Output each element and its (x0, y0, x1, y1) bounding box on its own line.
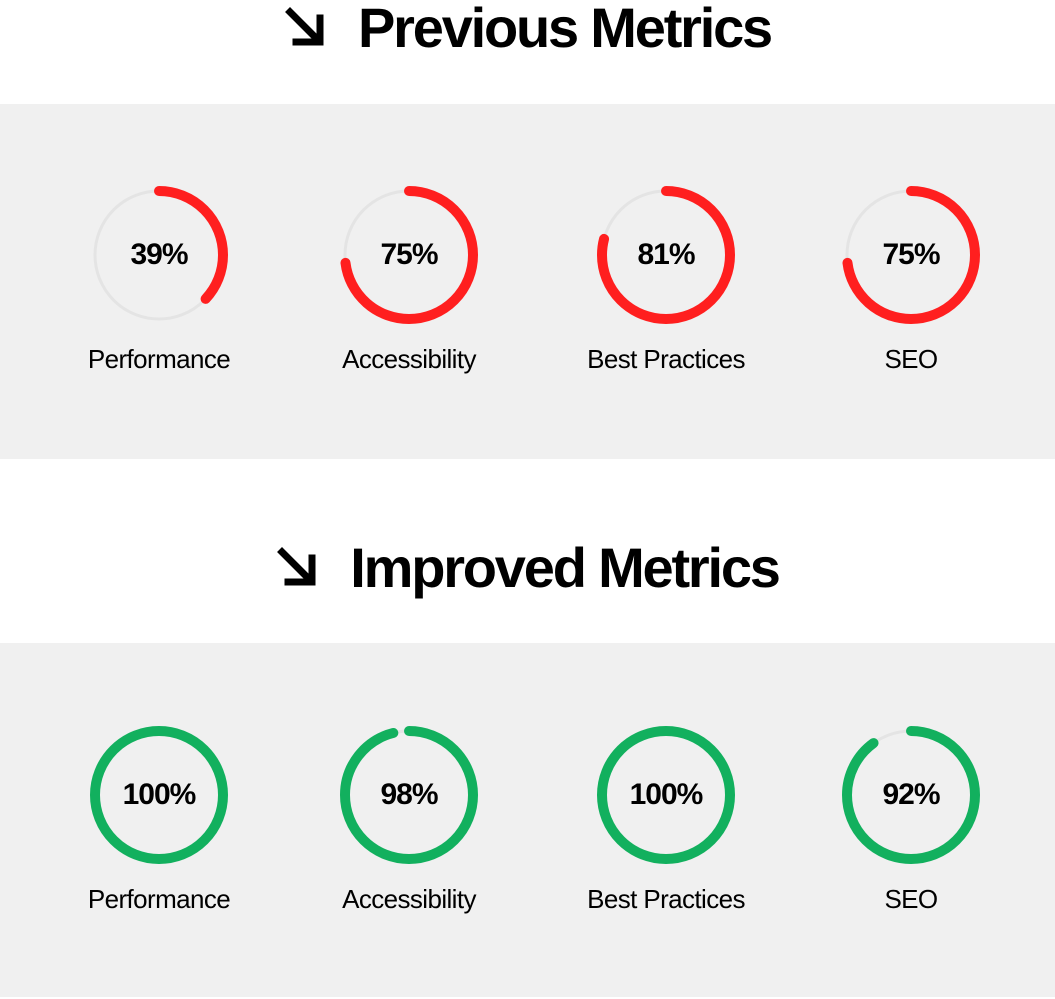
metric-previous-performance: 39% Performance (39, 184, 279, 375)
arrow-down-right-icon (285, 7, 324, 46)
gauge-arc (340, 186, 478, 324)
metric-label: Performance (87, 344, 231, 374)
score-gauge: 75% (840, 184, 982, 326)
gauge-ring (90, 186, 228, 324)
gauge-ring (597, 186, 735, 324)
metric-label: Performance (87, 884, 231, 914)
score-value: 92% (882, 778, 940, 811)
score-gauge: 100% (595, 724, 737, 866)
score-gauge: 39% (88, 184, 230, 326)
previous-metrics-header: Previous Metrics (0, 0, 1055, 56)
gauge-arc (90, 726, 228, 864)
score-value: 39% (130, 238, 188, 271)
gauge-arc (90, 186, 228, 324)
gauge-ring (597, 726, 735, 864)
score-value: 98% (380, 778, 438, 811)
score-value: 81% (637, 238, 695, 271)
arrow-down-right-icon (277, 547, 316, 586)
metric-label: Best Practices (587, 884, 745, 914)
gauge-arc (597, 726, 735, 864)
gauge-ring (842, 186, 980, 324)
improved-metrics-header: Improved Metrics (0, 536, 1055, 600)
gauge-arc (597, 186, 735, 324)
score-value: 100% (122, 778, 197, 811)
metric-improved-best-practices: 100% Best Practices (546, 724, 786, 915)
gauge-ring (340, 186, 478, 324)
score-value: 75% (380, 238, 438, 271)
score-value: 100% (629, 778, 704, 811)
metric-label: SEO (884, 884, 938, 914)
metric-label: Accessibility (342, 344, 476, 374)
score-gauge: 81% (595, 184, 737, 326)
metric-previous-seo: 75% SEO (791, 184, 1031, 375)
metric-label: SEO (884, 344, 938, 374)
previous-metrics-panel: 39% Performance 75% Accessibility 81% Be… (0, 104, 1055, 459)
gauge-ring (842, 726, 980, 864)
metric-previous-accessibility: 75% Accessibility (289, 184, 529, 375)
metric-previous-best-practices: 81% Best Practices (546, 184, 786, 375)
score-value: 75% (882, 238, 940, 271)
gauge-ring (340, 726, 478, 864)
metric-label: Best Practices (587, 344, 745, 374)
gauge-arc (842, 726, 980, 864)
gauge-ring (90, 726, 228, 864)
score-gauge: 75% (338, 184, 480, 326)
improved-metrics-title: Improved Metrics (350, 536, 781, 599)
metric-improved-accessibility: 98% Accessibility (289, 724, 529, 915)
metric-label: Accessibility (342, 884, 476, 914)
score-gauge: 98% (338, 724, 480, 866)
metric-improved-seo: 92% SEO (791, 724, 1031, 915)
metric-improved-performance: 100% Performance (39, 724, 279, 915)
improved-metrics-panel: 100% Performance 98% Accessibility 100% … (0, 643, 1055, 997)
score-gauge: 92% (840, 724, 982, 866)
gauge-arc (340, 726, 478, 864)
score-gauge: 100% (88, 724, 230, 866)
previous-metrics-title: Previous Metrics (358, 0, 773, 59)
gauge-arc (842, 186, 980, 324)
